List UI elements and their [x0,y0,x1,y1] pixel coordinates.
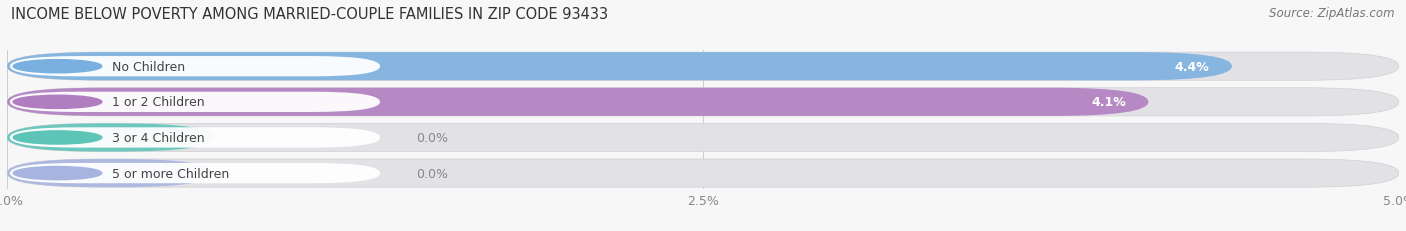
Text: 1 or 2 Children: 1 or 2 Children [112,96,205,109]
FancyBboxPatch shape [7,124,1399,152]
Text: 0.0%: 0.0% [416,167,449,180]
Text: 3 or 4 Children: 3 or 4 Children [112,131,205,144]
FancyBboxPatch shape [10,57,380,77]
FancyBboxPatch shape [7,159,1399,187]
FancyBboxPatch shape [10,163,380,183]
FancyBboxPatch shape [10,128,380,148]
Text: 4.1%: 4.1% [1091,96,1126,109]
Circle shape [13,131,101,144]
FancyBboxPatch shape [7,124,214,152]
FancyBboxPatch shape [7,88,1399,116]
Circle shape [13,60,101,73]
FancyBboxPatch shape [10,92,380,112]
Text: 0.0%: 0.0% [416,131,449,144]
FancyBboxPatch shape [7,159,214,187]
Text: Source: ZipAtlas.com: Source: ZipAtlas.com [1270,7,1395,20]
FancyBboxPatch shape [7,88,1149,116]
Text: No Children: No Children [112,61,186,73]
Circle shape [13,167,101,180]
Text: 4.4%: 4.4% [1175,61,1209,73]
FancyBboxPatch shape [7,53,1232,81]
FancyBboxPatch shape [7,53,1399,81]
Circle shape [13,96,101,109]
Text: INCOME BELOW POVERTY AMONG MARRIED-COUPLE FAMILIES IN ZIP CODE 93433: INCOME BELOW POVERTY AMONG MARRIED-COUPL… [11,7,609,22]
Text: 5 or more Children: 5 or more Children [112,167,229,180]
